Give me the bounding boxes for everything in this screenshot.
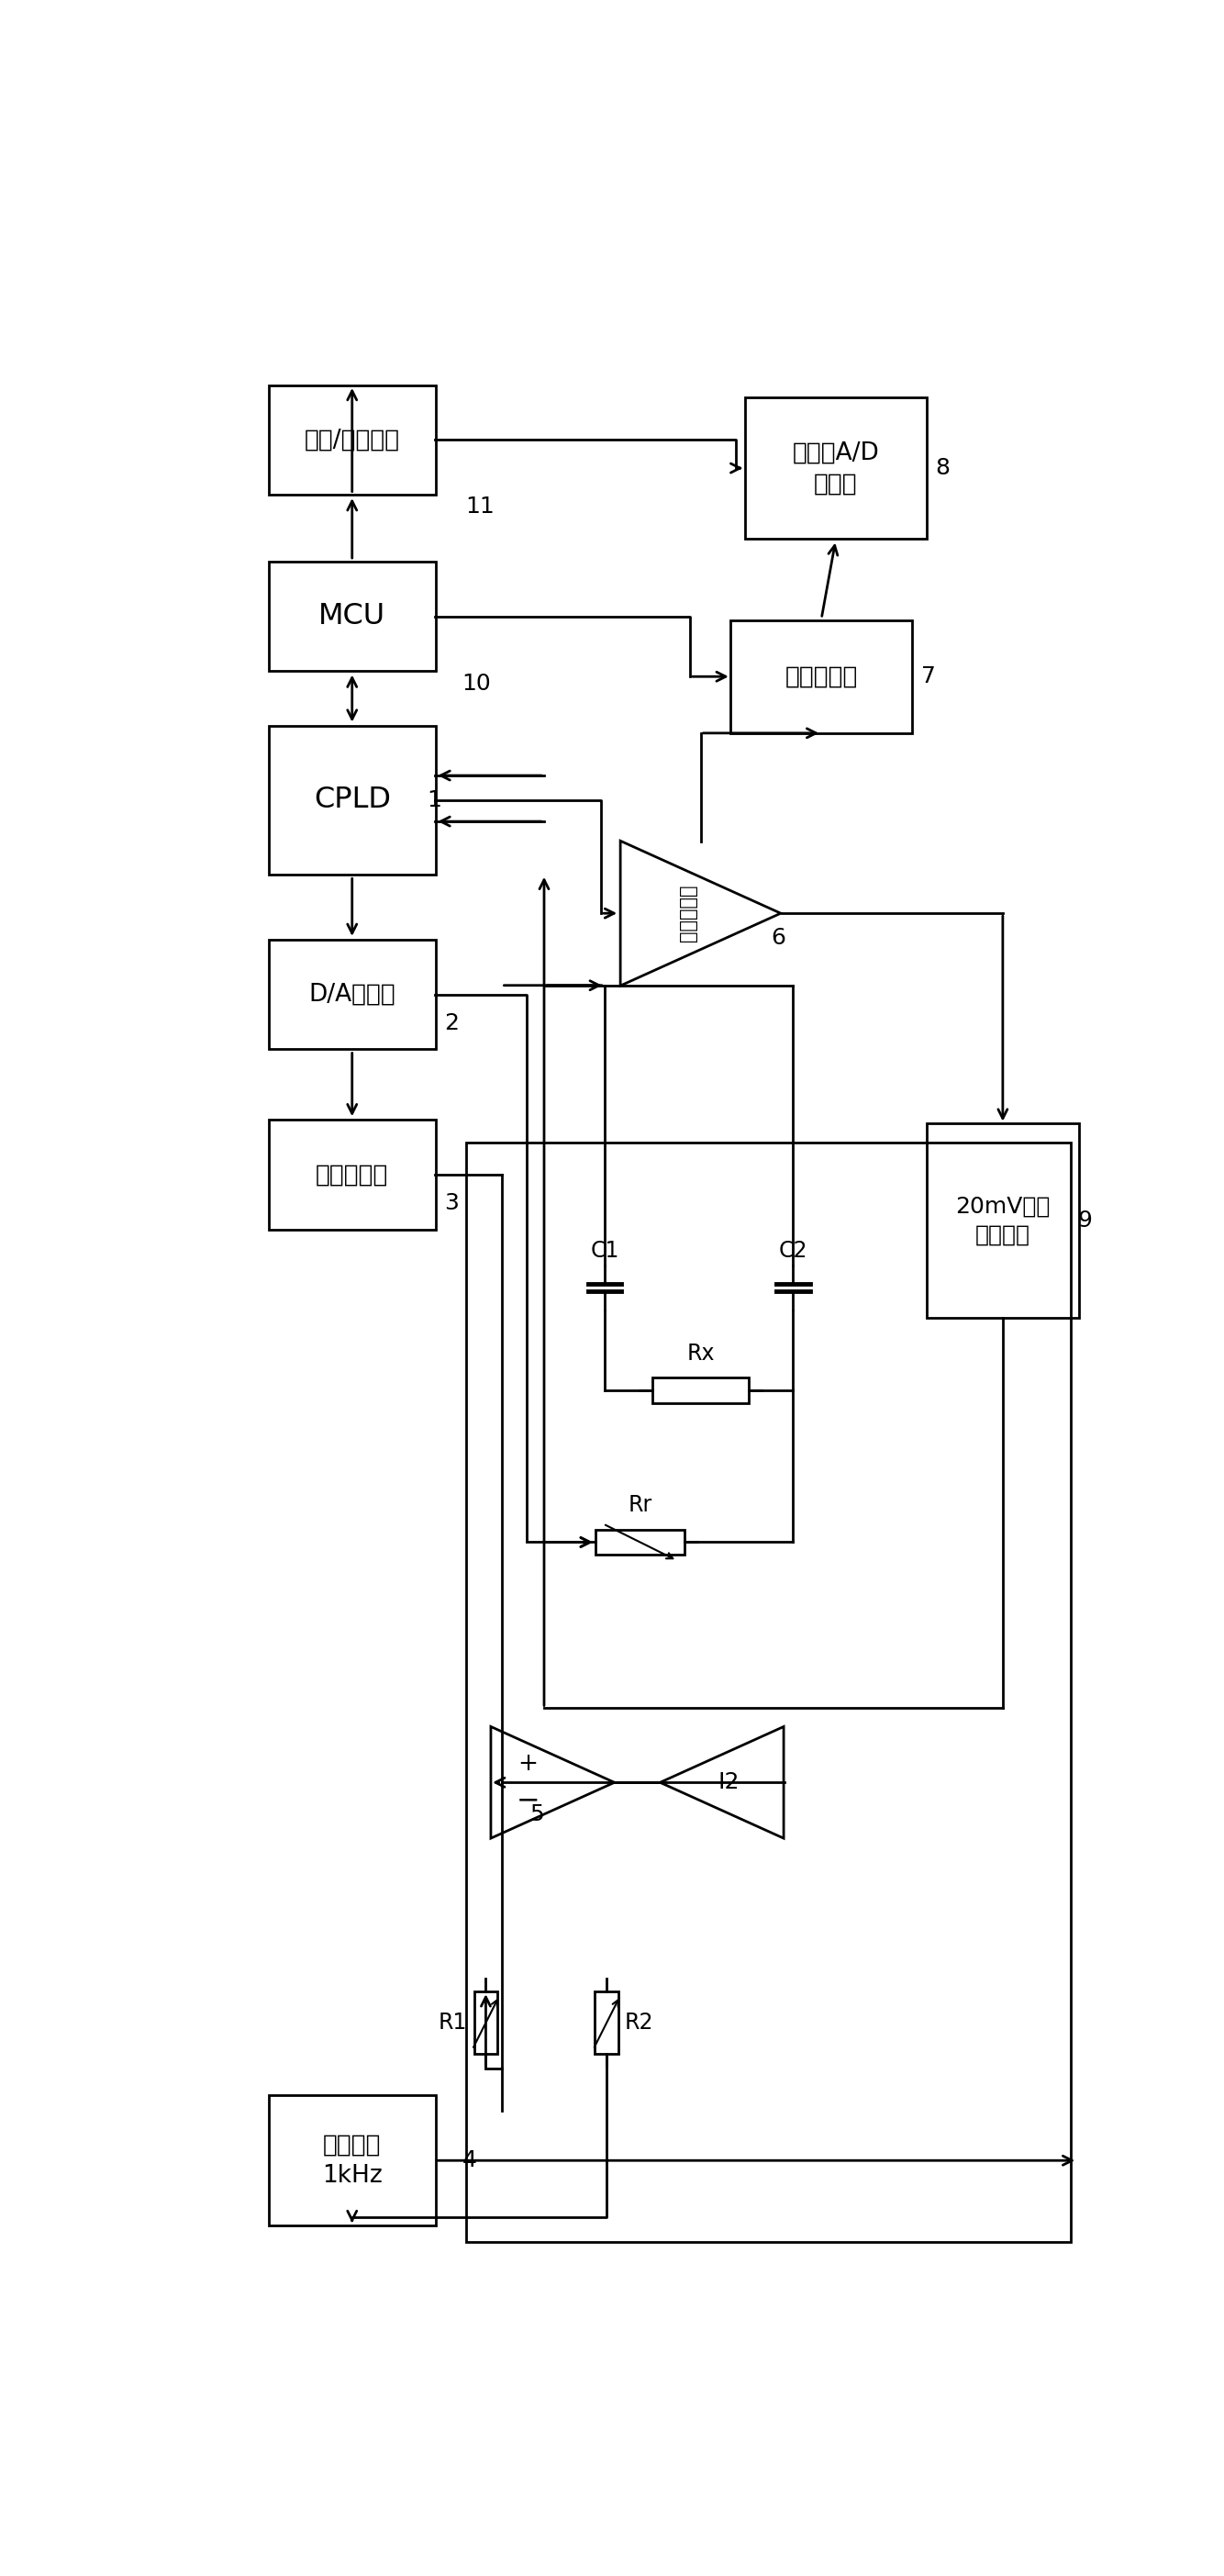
Text: 7: 7	[920, 665, 935, 688]
Bar	[596, 1530, 684, 1556]
Bar	[268, 726, 436, 873]
Bar	[745, 397, 927, 538]
Text: 4: 4	[463, 2148, 477, 2172]
Bar	[595, 1991, 618, 2053]
Text: 10: 10	[461, 672, 491, 696]
Bar	[731, 621, 912, 734]
Text: R1: R1	[438, 2012, 468, 2032]
Bar	[268, 940, 436, 1048]
Text: C1: C1	[590, 1239, 619, 1262]
Bar	[268, 1121, 436, 1229]
Text: C2: C2	[778, 1239, 808, 1262]
Text: D/A转换器: D/A转换器	[308, 981, 395, 1007]
Bar	[474, 1991, 497, 2053]
Text: 带通放大器: 带通放大器	[678, 884, 696, 943]
Text: −: −	[517, 1788, 540, 1814]
Text: 基准信号
1kHz: 基准信号 1kHz	[322, 2133, 382, 2187]
Text: 二阶滤波器: 二阶滤波器	[316, 1162, 388, 1188]
Polygon shape	[660, 1726, 783, 1839]
Text: Rr: Rr	[628, 1494, 652, 1517]
Text: 9: 9	[1077, 1211, 1092, 1231]
Bar	[927, 1123, 1080, 1319]
Text: 锁相放大器: 锁相放大器	[785, 665, 858, 688]
Text: 6: 6	[771, 927, 786, 948]
Bar	[652, 1378, 749, 1404]
Text: 积分型A/D
转换器: 积分型A/D 转换器	[792, 440, 879, 495]
Bar	[268, 384, 436, 495]
Text: 1: 1	[427, 788, 441, 811]
Text: Rx: Rx	[687, 1342, 715, 1365]
Text: +: +	[518, 1752, 539, 1775]
Bar	[268, 2094, 436, 2226]
Text: I2: I2	[718, 1772, 739, 1793]
Polygon shape	[621, 840, 781, 987]
Text: 2: 2	[444, 1012, 459, 1033]
Text: 11: 11	[465, 497, 494, 518]
Text: 显示/分选模块: 显示/分选模块	[305, 428, 400, 451]
Bar	[268, 562, 436, 672]
Text: MCU: MCU	[318, 603, 386, 631]
Text: 3: 3	[444, 1193, 459, 1213]
Text: R2: R2	[625, 2012, 654, 2032]
Text: 20mV霗制
控制电路: 20mV霗制 控制电路	[956, 1195, 1050, 1247]
Bar	[466, 1144, 1070, 2241]
Polygon shape	[491, 1726, 614, 1839]
Text: CPLD: CPLD	[313, 786, 390, 814]
Text: 5: 5	[530, 1803, 545, 1826]
Text: 8: 8	[935, 456, 950, 479]
